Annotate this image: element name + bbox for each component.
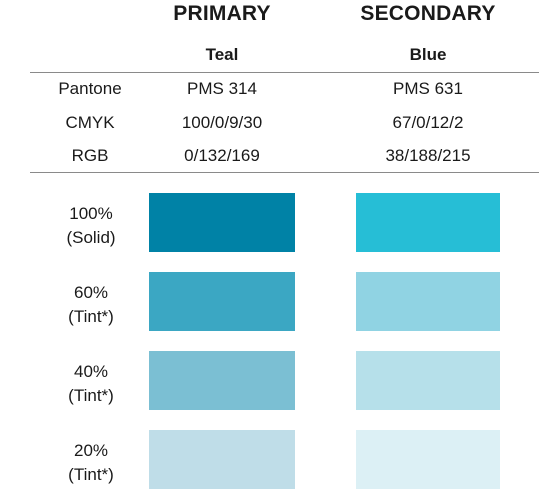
top-divider xyxy=(30,72,539,73)
swatch-secondary-100 xyxy=(356,193,500,252)
spec-primary-pantone: PMS 314 xyxy=(187,79,257,98)
tint-percent: 40% xyxy=(73,362,109,381)
secondary-color-name: Blue xyxy=(409,45,447,64)
spec-secondary-rgb: 38/188/215 xyxy=(385,146,471,165)
primary-color-name: Teal xyxy=(205,45,239,64)
tint-kind: (Tint*) xyxy=(68,465,114,484)
tint-kind: (Tint*) xyxy=(68,307,114,326)
swatch-secondary-40 xyxy=(356,351,500,410)
swatch-secondary-60 xyxy=(356,272,500,331)
tint-label-100: 100% (Solid) xyxy=(36,202,146,250)
tint-percent: 20% xyxy=(73,441,109,460)
swatch-primary-100 xyxy=(149,193,295,252)
spec-secondary-pantone: PMS 631 xyxy=(393,79,463,98)
swatch-secondary-20 xyxy=(356,430,500,489)
swatch-primary-20 xyxy=(149,430,295,489)
spec-primary-rgb: 0/132/169 xyxy=(184,146,260,165)
tint-percent: 60% xyxy=(73,283,109,302)
primary-heading: PRIMARY xyxy=(173,2,271,25)
tint-label-60: 60% (Tint*) xyxy=(36,281,146,329)
bottom-divider xyxy=(30,172,539,173)
tint-label-40: 40% (Tint*) xyxy=(36,360,146,408)
secondary-heading: SECONDARY xyxy=(360,2,496,25)
tint-label-20: 20% (Tint*) xyxy=(36,439,146,487)
tint-percent: 100% xyxy=(69,204,113,223)
swatch-primary-60 xyxy=(149,272,295,331)
tint-kind: (Tint*) xyxy=(68,386,114,405)
spec-label-pantone: Pantone xyxy=(58,79,122,98)
spec-secondary-cmyk: 67/0/12/2 xyxy=(392,113,464,132)
tint-kind: (Solid) xyxy=(66,228,116,247)
spec-label-cmyk: CMYK xyxy=(65,113,115,132)
spec-primary-cmyk: 100/0/9/30 xyxy=(181,113,263,132)
spec-label-rgb: RGB xyxy=(71,146,109,165)
swatch-primary-40 xyxy=(149,351,295,410)
